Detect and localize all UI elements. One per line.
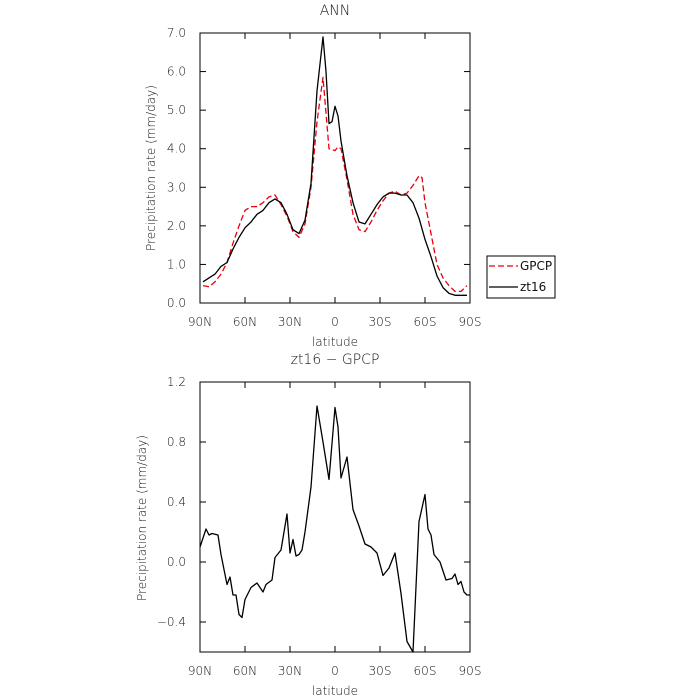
- x-tick-label: 60N: [233, 664, 257, 678]
- panel-annual-precipitation: ANN latitude Precipitation rate (mm/day)…: [144, 3, 556, 349]
- x-axis-label: latitude: [312, 684, 358, 698]
- y-tick-label: 1.2: [167, 375, 186, 389]
- y-axis-label: Precipitation rate (mm/day): [144, 85, 158, 251]
- series-line: [199, 405, 470, 653]
- legend: GPCP zt16: [486, 255, 556, 299]
- plot-frame: [199, 32, 471, 304]
- x-tick-label: 30S: [369, 664, 392, 678]
- x-tick-label: 60N: [233, 315, 257, 329]
- panel-difference: zt16 − GPCP latitude Precipitation rate …: [135, 352, 481, 698]
- plot-area: 90N 60N 30N 0 30S 60S 90S −0.4 0.0 0.4 0.8 1.2: [157, 375, 482, 678]
- panel-title: ANN: [320, 3, 351, 19]
- series-line-gpcp: [202, 76, 468, 293]
- y-tick-label: 0.0: [167, 296, 186, 310]
- y-tick-label: 0.0: [167, 555, 186, 569]
- y-tick-label: 5.0: [167, 103, 186, 117]
- y-tick-label: 7.0: [167, 26, 186, 40]
- x-tick-label: 0: [331, 315, 339, 329]
- y-tick-label: 1.0: [167, 257, 186, 271]
- y-tick-label: −0.4: [157, 615, 186, 629]
- plot-frame: [199, 381, 471, 653]
- x-tick-label: 60S: [414, 664, 437, 678]
- legend-label-gpcp: GPCP: [520, 259, 552, 273]
- y-tick-label: 0.4: [167, 495, 186, 509]
- x-tick-label: 90S: [459, 315, 482, 329]
- y-tick-label: 6.0: [167, 65, 186, 79]
- x-tick-label: 90S: [459, 664, 482, 678]
- y-tick-label: 2.0: [167, 219, 186, 233]
- x-tick-label: 30N: [278, 315, 302, 329]
- x-tick-label: 30S: [369, 315, 392, 329]
- plot-area: 90N 60N 30N 0 30S 60S 90S 0.0 1.0 2.0 3.0 4.0 5.0 6.0…: [167, 26, 482, 329]
- x-tick-label: 0: [331, 664, 339, 678]
- y-tick-label: 4.0: [167, 142, 186, 156]
- panel-title: zt16 − GPCP: [291, 352, 380, 368]
- x-tick-label: 60S: [414, 315, 437, 329]
- legend-box: [486, 255, 556, 299]
- legend-label-zt16: zt16: [520, 280, 546, 294]
- y-axis-label: Precipitation rate (mm/day): [135, 435, 149, 601]
- x-tick-label: 30N: [278, 664, 302, 678]
- x-tick-label: 90N: [188, 664, 212, 678]
- x-axis-label: latitude: [312, 335, 358, 349]
- x-tick-label: 90N: [188, 315, 212, 329]
- y-tick-label: 3.0: [167, 180, 186, 194]
- y-tick-label: 0.8: [167, 435, 186, 449]
- series-line-zt16: [202, 36, 467, 296]
